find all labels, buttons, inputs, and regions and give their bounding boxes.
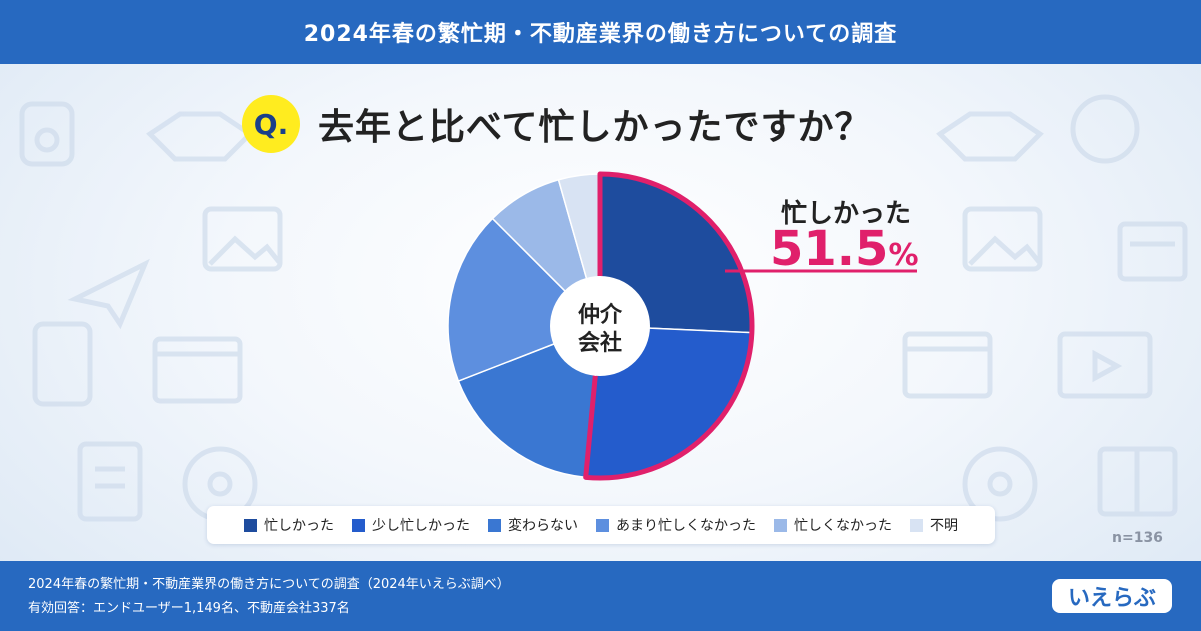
globe-icon bbox=[1070, 94, 1140, 164]
legend-label: 忙しくなかった bbox=[794, 518, 892, 534]
handshake-icon-right bbox=[936, 111, 1044, 162]
legend-swatch bbox=[774, 518, 787, 532]
header-title: 2024年春の繁忙期・不動産業界の働き方についての調査 bbox=[0, 0, 1201, 64]
center-label-line1: 仲介 bbox=[578, 302, 623, 328]
legend-swatch bbox=[352, 518, 365, 532]
image-icon-right bbox=[962, 206, 1043, 272]
footer-respondents: 有効回答：エンドユーザー1,149名、不動産会社337名 bbox=[28, 601, 350, 616]
legend-swatch bbox=[244, 518, 257, 532]
legend-label: 忙しかった bbox=[264, 518, 334, 534]
newspaper-icon bbox=[1117, 221, 1188, 282]
question-text: 去年と比べて忙しかったですか？ bbox=[318, 107, 872, 148]
clipboard-icon bbox=[77, 441, 143, 522]
chart-legend: 忙しかった 少し忙しかった 変わらない あまり忙しくなかった 忙しくなかった 不明 bbox=[207, 506, 995, 544]
legend-label: 変わらない bbox=[508, 518, 578, 534]
legend-item-5: 忙しくなかった bbox=[774, 515, 892, 535]
background-pattern bbox=[19, 94, 1188, 522]
legend-item-6: 不明 bbox=[910, 515, 958, 535]
browser-icon-right bbox=[902, 331, 993, 399]
legend-item-3: 変わらない bbox=[488, 515, 578, 535]
highlight-border bbox=[583, 171, 755, 481]
image-icon bbox=[202, 206, 283, 272]
center-label-line2: 会社 bbox=[578, 330, 622, 356]
footer: 2024年春の繁忙期・不動産業界の働き方についての調査（2024年いえらぶ調べ）… bbox=[0, 561, 1201, 631]
highlight-label: 忙しかった bbox=[781, 199, 911, 229]
browser-icon bbox=[152, 336, 243, 404]
legend-label: 不明 bbox=[930, 518, 958, 534]
legend-item-2: 少し忙しかった bbox=[352, 515, 470, 535]
disc-icon-right bbox=[962, 446, 1038, 522]
footer-source: 2024年春の繁忙期・不動産業界の働き方についての調査（2024年いえらぶ調べ） bbox=[28, 577, 510, 592]
legend-label: 少し忙しかった bbox=[372, 518, 470, 534]
legend-swatch bbox=[910, 518, 923, 532]
pie-slice-3 bbox=[457, 324, 601, 479]
legend-swatch bbox=[488, 518, 501, 532]
book-icon bbox=[1097, 446, 1178, 517]
question-badge: Q. bbox=[242, 95, 300, 153]
logo-text: いえらぶ bbox=[1068, 586, 1156, 611]
phone-icon bbox=[19, 101, 75, 167]
tablet-icon bbox=[32, 321, 93, 407]
highlight-value-unit: % bbox=[888, 238, 918, 273]
sample-size-label: n=136 bbox=[1112, 530, 1163, 546]
paper-plane-icon bbox=[67, 258, 150, 330]
legend-item-1: 忙しかった bbox=[244, 515, 334, 535]
ierabu-logo: いえらぶ bbox=[1052, 579, 1172, 613]
center-hole bbox=[550, 276, 650, 376]
legend-swatch bbox=[596, 518, 609, 532]
legend-item-4: あまり忙しくなかった bbox=[596, 515, 756, 535]
video-icon bbox=[1057, 331, 1153, 399]
question-block: Q. 去年と比べて忙しかったですか？ bbox=[242, 92, 872, 156]
highlight-value: 51.5% bbox=[770, 221, 919, 277]
legend-label: あまり忙しくなかった bbox=[616, 518, 756, 534]
highlight-value-number: 51.5 bbox=[770, 221, 888, 277]
